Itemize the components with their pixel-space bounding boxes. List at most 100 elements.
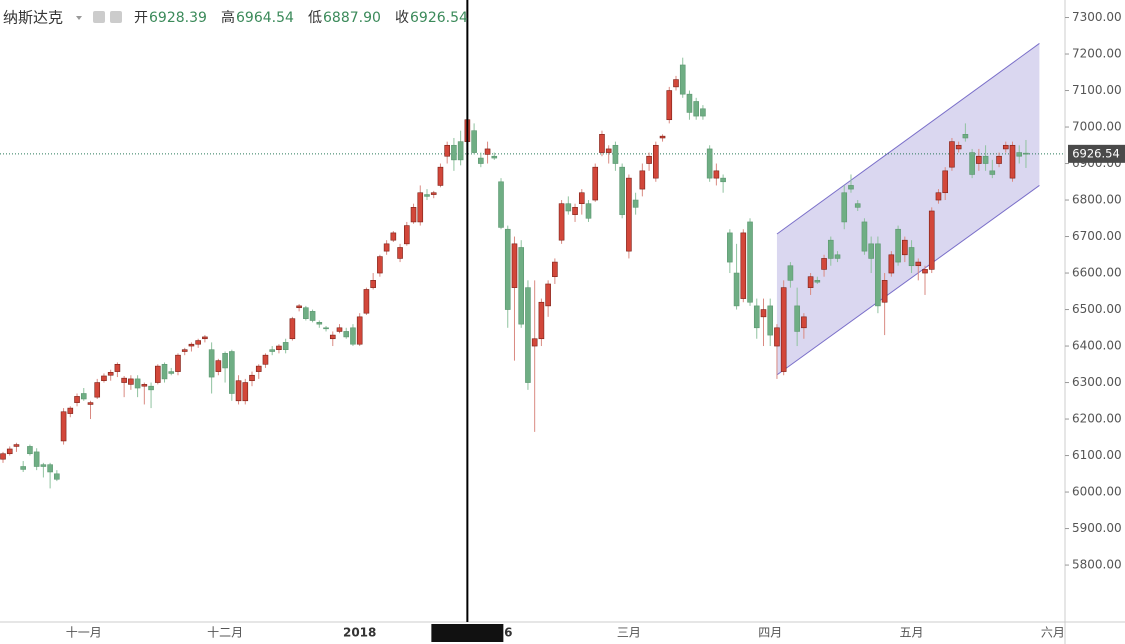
y-tick-label: 6800.00 <box>1072 193 1122 207</box>
candle-body <box>383 243 390 252</box>
candle-body <box>612 144 619 164</box>
candle-body <box>518 247 525 325</box>
candle-body <box>444 144 450 157</box>
candle-body <box>558 203 565 241</box>
y-tick-label: 6500.00 <box>1072 302 1122 316</box>
candle-body <box>854 203 861 208</box>
candle-body <box>60 411 67 442</box>
candle-body <box>740 232 747 299</box>
x-tick-label: 三月 <box>617 626 641 640</box>
candle-body <box>814 280 821 283</box>
y-tick-label: 6700.00 <box>1072 229 1122 243</box>
candle-body <box>875 243 881 307</box>
candle-body <box>424 194 430 197</box>
candle-body <box>498 181 504 228</box>
candle-body <box>693 101 699 117</box>
candle-body <box>942 170 949 194</box>
candle-body <box>289 318 296 340</box>
candle-body <box>821 258 827 270</box>
candle-body <box>908 247 915 267</box>
candle-body <box>504 228 511 310</box>
candle-body <box>834 254 841 259</box>
candle-body <box>646 155 652 164</box>
candle-body <box>807 276 814 288</box>
candle-body <box>949 141 955 168</box>
candle-body <box>1016 152 1023 157</box>
y-tick-label: 7200.00 <box>1072 47 1122 61</box>
candle-body <box>491 155 498 159</box>
candle-body <box>94 382 101 398</box>
candle-body <box>787 265 794 281</box>
candle-body <box>552 261 558 277</box>
candle-body <box>20 466 26 470</box>
candle-body <box>760 309 767 318</box>
x-tick-label: 四月 <box>758 626 782 640</box>
candle-body <box>605 148 612 153</box>
candle-body <box>700 108 706 117</box>
channel-fill <box>776 43 1040 375</box>
candle-body <box>565 203 572 212</box>
candle-body <box>585 203 592 219</box>
candle-body <box>915 261 922 267</box>
candle-body <box>128 378 134 385</box>
candle-body <box>639 170 646 190</box>
last-price-tag <box>1068 144 1125 163</box>
candle-body <box>181 349 188 352</box>
candle-body <box>316 322 323 325</box>
candle-body <box>336 327 343 332</box>
settings-icon[interactable] <box>93 11 105 23</box>
candle-body <box>188 343 195 347</box>
y-tick-label: 7300.00 <box>1072 10 1122 24</box>
y-tick-label: 5800.00 <box>1072 558 1122 572</box>
candle-body <box>54 473 60 480</box>
x-tick-label: 六月 <box>1041 626 1065 640</box>
candle-body <box>0 453 6 460</box>
candle-body <box>87 402 94 405</box>
candle-body <box>733 272 740 307</box>
candle-body <box>989 170 996 175</box>
field-value: 6926.54 <box>410 10 468 26</box>
candle-body <box>982 155 989 164</box>
candle-body <box>175 354 181 372</box>
candle-body <box>673 79 679 88</box>
candle-body <box>592 166 599 201</box>
candle-body <box>720 177 726 183</box>
y-tick-label: 6400.00 <box>1072 339 1122 353</box>
last-price-label: 6926.54 <box>1072 146 1120 160</box>
candle-body <box>67 407 74 414</box>
candle-body <box>511 243 518 288</box>
candle-body <box>202 336 208 340</box>
y-tick-label: 5900.00 <box>1072 521 1122 535</box>
candle-body <box>168 371 175 374</box>
candle-body <box>1009 144 1016 179</box>
candle-body <box>827 239 834 259</box>
candle-body <box>706 148 713 179</box>
candle-body <box>841 192 848 223</box>
candle-body <box>902 239 908 256</box>
candle-body <box>935 192 942 201</box>
field-value: 6964.54 <box>236 10 294 26</box>
candle-body <box>114 363 121 372</box>
candle-body <box>794 305 800 332</box>
dropdown-icon[interactable] <box>76 16 82 20</box>
overlay: 纳斯达克 开 6928.39 高 6964.54 低 6887.90 收 6926.54 <box>3 9 468 27</box>
field-label: 高 <box>221 9 235 26</box>
close-icon[interactable] <box>110 11 122 23</box>
candle-body <box>727 232 733 263</box>
field-label: 开 <box>134 10 148 26</box>
y-tick-label: 7100.00 <box>1072 83 1122 97</box>
candle-body <box>276 345 282 350</box>
candle-body <box>451 144 457 161</box>
candle-body <box>222 353 228 369</box>
candle-body <box>323 327 329 330</box>
candle-body <box>350 327 356 345</box>
candle-body <box>578 192 585 204</box>
candle-body <box>753 305 760 329</box>
candle-body <box>107 372 114 376</box>
candle-body <box>767 305 774 336</box>
field-value: 6887.90 <box>323 10 381 26</box>
candle-body <box>599 134 605 153</box>
candle-body <box>141 384 148 387</box>
channel-upper <box>776 43 1040 235</box>
